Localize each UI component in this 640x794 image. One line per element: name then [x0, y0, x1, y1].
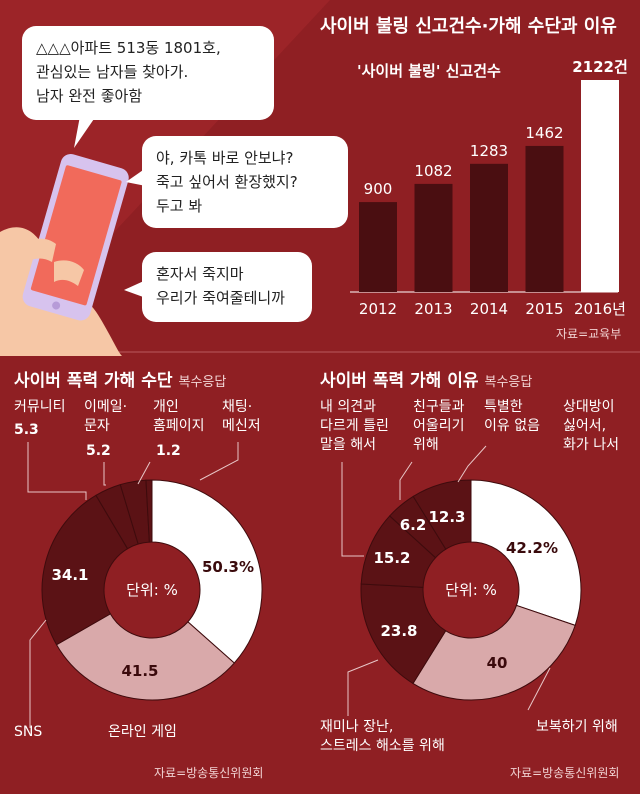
donut-1-label-chat: 채팅· 메신저 — [222, 399, 261, 434]
bubble-3-line-2: 우리가 죽여줄테니까 — [156, 289, 285, 307]
donut-2-slice-2 — [360, 583, 447, 685]
donut-2-label-opinion: 내 의견과 다르게 틀린 말을 해서 — [320, 399, 389, 453]
bubble-1-line-3: 남자 완전 좋아함 — [36, 87, 143, 105]
donut-2-slice-value: 12.3 — [428, 508, 465, 526]
donut-2-label-noreason: 특별한 이유 없음 — [484, 399, 540, 434]
bar-chart-title: '사이버 불링' 신고건수 — [357, 62, 501, 80]
donut-2-label-fun: 재미나 장난, 스트레스 해소를 위해 — [320, 719, 445, 754]
bar-2014 — [470, 163, 508, 292]
donut-2-slice-1 — [412, 604, 576, 701]
donut-1-value-email: 5.2 — [86, 443, 111, 459]
donut-1-label-sns: SNS — [14, 724, 43, 740]
donut-2-label-dislike: 상대방이 싫어서, 화가 나서 — [563, 399, 619, 453]
donut-2-slice-value: 15.2 — [373, 549, 410, 567]
donut-1-slice-5 — [145, 479, 153, 543]
donut-1-leader-community — [27, 442, 87, 500]
donut-1-title: 사이버 폭력 가해 수단 — [14, 371, 173, 391]
donut-1-slice-2 — [41, 494, 129, 646]
donut-1-leader-sns — [29, 619, 47, 728]
donut-1-label-community: 커뮤니티 — [14, 399, 66, 415]
bar-category-label: 2013 — [414, 300, 452, 318]
donut-1-center-hole — [105, 543, 199, 637]
donut-1-title-row: 사이버 폭력 가해 수단 복수응답 — [14, 366, 226, 391]
bar-category-label: 2014 — [470, 300, 508, 318]
donut-2-label-revenge: 보복하기 위해 — [536, 719, 618, 735]
page-title: 사이버 불링 신고건수·가해 수단과 이유 — [320, 16, 617, 37]
donut-2-slice-5 — [412, 479, 472, 550]
phone-hand-icon — [0, 154, 129, 356]
donut-2-slice-value: 23.8 — [380, 622, 417, 640]
donut-2-slice-value: 6.2 — [400, 516, 427, 534]
bubble-tails — [74, 116, 146, 298]
donut-2-title: 사이버 폭력 가해 이유 — [320, 371, 479, 391]
bar-value-label: 1283 — [470, 142, 508, 160]
bar-chart-source: 자료=교육부 — [556, 327, 622, 341]
speech-bubble-2: 야, 카톡 바로 안보냐? 죽고 싶어서 환장했지? 두고 봐 — [142, 136, 348, 228]
donut-2-subtitle: 복수응답 — [484, 375, 533, 390]
donut-2-source: 자료=방송통신위원회 — [510, 766, 620, 780]
donut-2-title-row: 사이버 폭력 가해 이유 복수응답 — [320, 366, 532, 391]
donut-2-leader-revenge — [527, 667, 551, 711]
donut-1-slice-value: 50.3% — [202, 558, 254, 576]
bar-value-label: 1462 — [525, 124, 563, 142]
donut-1-leader-chat — [199, 442, 239, 481]
donut-2-slice-0 — [470, 479, 582, 626]
donut-2-center-label: 단위: % — [445, 581, 497, 599]
bubble-2-line-2: 죽고 싶어서 환장했지? — [156, 173, 298, 191]
donut-2-slice-value: 40 — [487, 654, 508, 672]
bar-2016년 — [581, 80, 619, 292]
bar-value-label: 1082 — [414, 162, 452, 180]
bar-value-label: 900 — [364, 180, 393, 198]
bar-2015 — [525, 145, 564, 292]
speech-bubble-3: 혼자서 죽지마 우리가 죽여줄테니까 — [142, 252, 312, 322]
donut-1-source: 자료=방송통신위원회 — [154, 766, 264, 780]
donut-2-center-hole — [424, 543, 518, 637]
donut-2-leader-friends — [399, 461, 413, 500]
bar-value-label: 2122건 — [572, 58, 628, 76]
speech-bubble-1: △△△아파트 513동 1801호, 관심있는 남자들 찾아가. 남자 완전 좋… — [22, 26, 274, 120]
donut-1-label-email: 이메일· 문자 — [84, 399, 128, 434]
donut-1-slice-value: 41.5 — [121, 662, 158, 680]
bar-category-label: 2015 — [525, 300, 563, 318]
donut-1-label-homepage: 개인 홈페이지 — [153, 399, 205, 434]
donut-1-value-homepage: 1.2 — [156, 443, 181, 459]
donut-1-center-label: 단위: % — [126, 581, 178, 599]
donut-2-leader-opinion — [341, 462, 364, 557]
bubble-1-line-2: 관심있는 남자들 찾아가. — [36, 63, 189, 81]
donut-2-label-friends: 친구들과 어울리기 위해 — [413, 399, 465, 453]
bubble-3-line-1: 혼자서 죽지마 — [156, 265, 244, 283]
donut-1-value-community: 5.3 — [14, 422, 39, 438]
donut-1-subtitle: 복수응답 — [178, 375, 227, 390]
bar-2013 — [414, 183, 453, 292]
bubble-1-line-1: △△△아파트 513동 1801호, — [36, 39, 221, 57]
donut-2-leader-fun — [347, 659, 379, 716]
bubble-2-line-1: 야, 카톡 바로 안보냐? — [156, 149, 294, 167]
bar-2012 — [359, 202, 397, 292]
donut-2-leader-noreason — [457, 445, 487, 483]
donut-2-slice-value: 42.2% — [506, 539, 558, 557]
bar-category-label: 2016년 — [574, 300, 626, 318]
donut-1-slice-1 — [55, 613, 235, 701]
donut-1-slice-0 — [151, 479, 263, 664]
donut-1-label-game: 온라인 게임 — [108, 724, 177, 740]
donut-1-slice-value: 34.1 — [51, 566, 88, 584]
bubble-2-line-3: 두고 봐 — [156, 197, 203, 215]
bar-category-label: 2012 — [359, 300, 397, 318]
donut-1-leader-email — [103, 462, 106, 486]
donut-1-leader-homepage — [137, 461, 151, 485]
